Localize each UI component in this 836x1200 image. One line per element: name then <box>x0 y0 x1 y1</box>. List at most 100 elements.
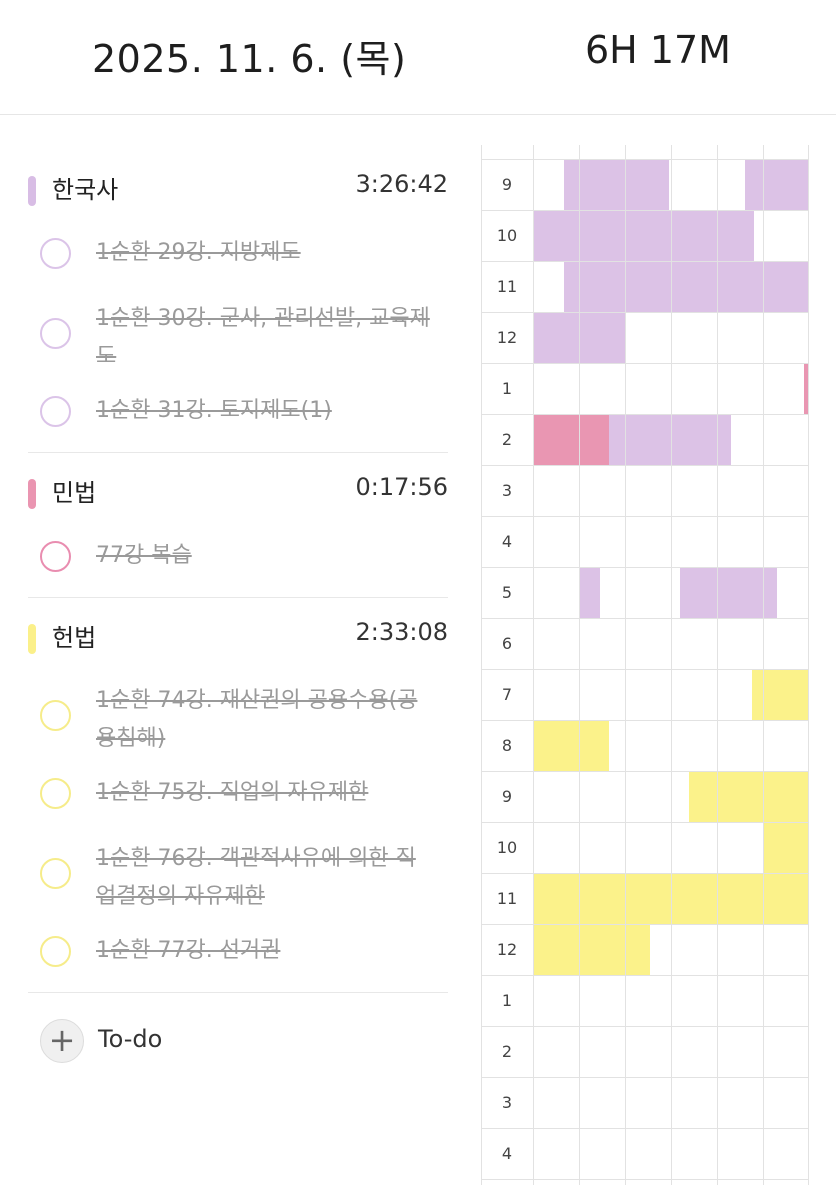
hour-label: 12 <box>496 940 518 959</box>
task-label: 1순환 76강. 객관적사유에 의한 직업결정의 자유제한 <box>96 846 416 909</box>
hour-label: 3 <box>501 1093 513 1112</box>
task-item[interactable]: 1순환 75강. 직업의 자유제한 <box>28 762 448 828</box>
grid-column-line <box>717 145 718 1185</box>
task-item[interactable]: 1순환 29강. 지방제도 <box>28 222 448 288</box>
task-item[interactable]: 1순환 31강. 토지제도(1) <box>28 380 448 446</box>
hour-label: 11 <box>496 889 518 908</box>
study-block <box>563 159 669 210</box>
hour-label: 4 <box>501 532 513 551</box>
grid-row-line <box>481 873 809 874</box>
grid-row-line <box>481 924 809 925</box>
task-label: 1순환 29강. 지방제도 <box>96 240 301 265</box>
study-block <box>533 210 754 261</box>
subject-name: 헌법 <box>52 624 97 652</box>
divider <box>28 597 448 598</box>
grid-row-line <box>481 210 809 211</box>
study-block <box>608 414 731 465</box>
task-label: 1순환 74강. 재산권의 공용수용(공용침해) <box>96 688 418 751</box>
task-checkbox[interactable] <box>40 700 71 731</box>
subject-color-bar <box>28 479 36 509</box>
grid-row-line <box>481 567 809 568</box>
task-checkbox[interactable] <box>40 858 71 889</box>
grid-row-line <box>481 465 809 466</box>
subject-header[interactable]: 민법 0:17:56 <box>28 453 448 525</box>
study-block <box>533 720 609 771</box>
subject-header[interactable]: 한국사 3:26:42 <box>28 150 448 222</box>
study-block <box>579 567 600 618</box>
task-checkbox[interactable] <box>40 778 71 809</box>
task-checkbox[interactable] <box>40 396 71 427</box>
task-label: 1순환 75강. 직업의 자유제한 <box>96 780 369 805</box>
subject-header[interactable]: 헌법 2:33:08 <box>28 598 448 670</box>
study-block <box>563 261 809 312</box>
hour-label: 8 <box>501 736 513 755</box>
grid-row-line <box>481 414 809 415</box>
study-block <box>744 159 809 210</box>
hour-label: 7 <box>501 685 513 704</box>
subject-list: 한국사 3:26:42 1순환 29강. 지방제도 1순환 30강. 군사, 관리선발… <box>28 150 448 1073</box>
grid-row-line <box>481 1077 809 1078</box>
divider <box>28 992 448 993</box>
study-block <box>680 567 777 618</box>
study-block <box>533 924 651 975</box>
subject-time: 2:33:08 <box>355 618 448 646</box>
subject-color-bar <box>28 176 36 206</box>
grid-row-line <box>481 669 809 670</box>
task-checkbox[interactable] <box>40 318 71 349</box>
grid-row-line <box>481 363 809 364</box>
task-checkbox[interactable] <box>40 238 71 269</box>
hour-label: 11 <box>496 277 518 296</box>
task-label: 1순환 31강. 토지제도(1) <box>96 398 332 423</box>
hour-label: 4 <box>501 1144 513 1163</box>
grid-row-line <box>481 975 809 976</box>
plus-icon[interactable]: + <box>40 1019 84 1063</box>
subject-time: 3:26:42 <box>355 170 448 198</box>
study-block <box>689 771 809 822</box>
hour-label: 9 <box>501 787 513 806</box>
task-item[interactable]: 1순환 76강. 객관적사유에 의한 직업결정의 자유제한 <box>28 828 448 920</box>
hour-label: 10 <box>496 838 518 857</box>
grid-row-line <box>481 1026 809 1027</box>
grid-column-line <box>625 145 626 1185</box>
grid-row-line <box>481 720 809 721</box>
subject-time: 0:17:56 <box>355 473 448 501</box>
study-block <box>533 414 609 465</box>
task-checkbox[interactable] <box>40 541 71 572</box>
grid-column-line <box>808 145 809 1185</box>
grid-column-line <box>763 145 764 1185</box>
study-block <box>763 822 809 873</box>
divider <box>28 452 448 453</box>
subject-color-bar <box>28 624 36 654</box>
subject-name: 민법 <box>52 479 97 507</box>
task-item[interactable]: 1순환 77강. 선거권 <box>28 920 448 986</box>
add-todo-button[interactable]: + To-do <box>28 993 448 1073</box>
hour-label: 1 <box>501 991 513 1010</box>
grid-column-line <box>481 145 482 1185</box>
study-block <box>804 363 809 414</box>
hour-label: 12 <box>496 328 518 347</box>
study-block <box>751 669 809 720</box>
task-checkbox[interactable] <box>40 936 71 967</box>
hour-label: 5 <box>501 583 513 602</box>
hour-label: 3 <box>501 481 513 500</box>
grid-row-line <box>481 1128 809 1129</box>
task-label: 77강 복습 <box>96 543 192 568</box>
subject-name: 한국사 <box>52 176 119 204</box>
date-title[interactable]: 2025. 11. 6. (목) <box>92 37 407 81</box>
hour-label: 1 <box>501 379 513 398</box>
grid-row-line <box>481 771 809 772</box>
grid-row-line <box>481 822 809 823</box>
grid-column-line <box>671 145 672 1185</box>
hour-label: 6 <box>501 634 513 653</box>
task-item[interactable]: 1순환 30강. 군사, 관리선발, 교육제도 <box>28 288 448 380</box>
task-label: 1순환 77강. 선거권 <box>96 938 281 963</box>
task-item[interactable]: 77강 복습 <box>28 525 448 591</box>
task-item[interactable]: 1순환 74강. 재산권의 공용수용(공용침해) <box>28 670 448 762</box>
grid-row-line <box>481 1179 809 1180</box>
grid-row-line <box>481 159 809 160</box>
hour-label: 2 <box>501 430 513 449</box>
todo-label: To-do <box>98 1025 163 1053</box>
hour-label: 9 <box>501 175 513 194</box>
timetable-grid: 9 10 11 12 1 2 3 4 5 6 7 8 9 10 11 12 1 2 3 4 <box>481 145 809 1185</box>
grid-row-line <box>481 618 809 619</box>
